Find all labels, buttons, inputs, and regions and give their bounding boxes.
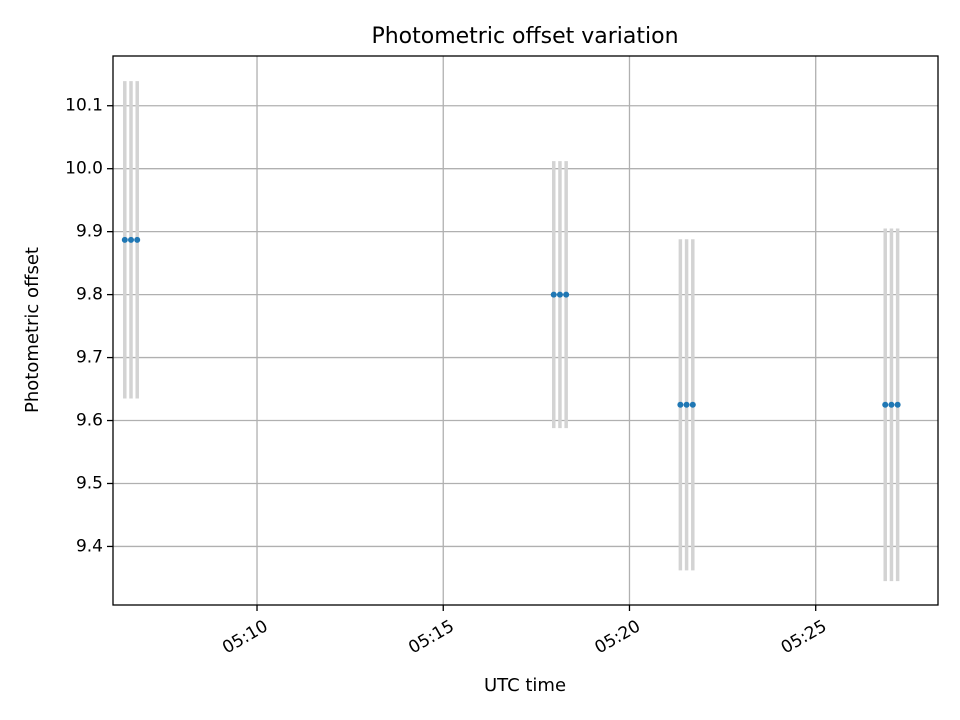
data-point [894, 401, 901, 408]
data-point [677, 401, 684, 408]
data-point [888, 401, 895, 408]
y-tick-label: 9.5 [76, 473, 103, 493]
y-tick-label: 10.0 [65, 159, 103, 179]
data-point [689, 401, 696, 408]
y-tick-label: 9.8 [76, 285, 103, 305]
data-point [121, 236, 128, 243]
y-axis-ticks: 9.4 9.5 9.6 9.7 9.8 9.9 10.0 10.1 [65, 96, 113, 556]
y-tick-label: 9.6 [76, 411, 103, 431]
data-point [563, 291, 570, 298]
data-point [550, 291, 557, 298]
x-axis-label: UTC time [484, 675, 566, 696]
data-point [134, 236, 141, 243]
data-point [556, 291, 563, 298]
y-tick-label: 9.4 [76, 536, 103, 556]
plot-frame [112, 55, 939, 606]
grid-lines [113, 56, 938, 605]
y-tick-label: 9.9 [76, 222, 103, 242]
chart-title: Photometric offset variation [371, 24, 678, 49]
data-point [128, 236, 135, 243]
y-axis-label: Photometric offset [22, 247, 43, 413]
data-point [683, 401, 690, 408]
y-tick-label: 9.7 [76, 348, 103, 368]
data-points [121, 236, 901, 408]
y-tick-label: 10.1 [65, 96, 103, 116]
data-point [882, 401, 889, 408]
